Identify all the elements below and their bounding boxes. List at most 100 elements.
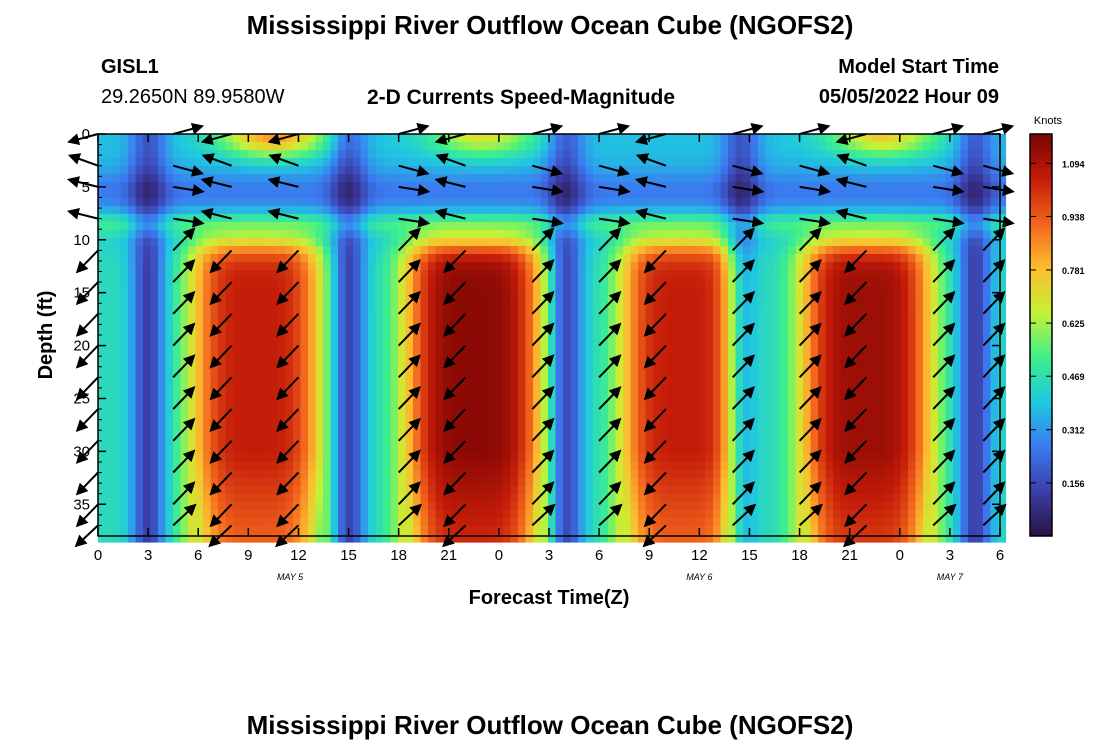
heatmap-cell [968,454,977,463]
heatmap-cell [788,238,797,247]
heatmap-cell [473,374,482,383]
heatmap-cell [998,398,1007,407]
heatmap-cell [720,270,729,279]
heatmap-cell [158,254,167,263]
heatmap-cell [480,230,489,239]
heatmap-cell [878,158,887,167]
heatmap-cell [780,350,789,359]
heatmap-cell [600,214,609,223]
heatmap-cell [233,182,242,191]
heatmap-cell [300,270,309,279]
heatmap-cell [360,350,369,359]
heatmap-cell [833,198,842,207]
heatmap-cell [120,158,129,167]
heatmap-cell [330,382,339,391]
heatmap-cell [278,198,287,207]
heatmap-cell [968,294,977,303]
heatmap-cell [218,214,227,223]
heatmap-cell [510,254,519,263]
heatmap-cell [585,358,594,367]
heatmap-cell [113,254,122,263]
heatmap-cell [345,222,354,231]
heatmap-cell [938,222,947,231]
heatmap-cell [630,214,639,223]
heatmap-cell [443,334,452,343]
heatmap-cell [765,334,774,343]
heatmap-cell [675,318,684,327]
heatmap-cell [593,174,602,183]
heatmap-cell [345,206,354,215]
heatmap-cell [368,302,377,311]
heatmap-cell [300,182,309,191]
heatmap-cell [705,342,714,351]
heatmap-cell [428,310,437,319]
heatmap-cell [630,230,639,239]
heatmap-cell [578,262,587,271]
heatmap-cell [615,286,624,295]
heatmap-cell [608,222,617,231]
heatmap-cell [915,406,924,415]
heatmap-cell [405,278,414,287]
heatmap-cell [345,134,354,143]
heatmap-cell [240,158,249,167]
heatmap-cell [150,158,159,167]
heatmap-cell [428,390,437,399]
heatmap-cell [390,174,399,183]
heatmap-cell [278,350,287,359]
heatmap-cell [315,302,324,311]
heatmap-cell [203,462,212,471]
heatmap-cell [720,222,729,231]
heatmap-cell [240,278,249,287]
heatmap-cell [143,414,152,423]
heatmap-cell [600,278,609,287]
heatmap-cell [173,446,182,455]
heatmap-cell [773,374,782,383]
heatmap-cell [143,254,152,263]
heatmap-cell [330,158,339,167]
heatmap-cell [600,414,609,423]
heatmap-cell [893,366,902,375]
heatmap-cell [98,262,107,271]
heatmap-cell [518,294,527,303]
heatmap-cell [465,134,474,143]
heatmap-cell [818,350,827,359]
heatmap-cell [878,398,887,407]
heatmap-cell [960,430,969,439]
heatmap-cell [668,454,677,463]
heatmap-cell [615,302,624,311]
heatmap-cell [420,350,429,359]
heatmap-cell [600,158,609,167]
heatmap-cell [780,366,789,375]
heatmap-cell [510,438,519,447]
heatmap-cell [975,246,984,255]
heatmap-cell [435,214,444,223]
heatmap-cell [473,238,482,247]
heatmap-cell [930,270,939,279]
heatmap-cell [840,270,849,279]
heatmap-cell [585,390,594,399]
heatmap-cell [938,398,947,407]
heatmap-cell [488,406,497,415]
heatmap-cell [248,462,257,471]
heatmap-cell [900,262,909,271]
heatmap-cell [240,462,249,471]
heatmap-cell [878,430,887,439]
heatmap-cell [750,238,759,247]
heatmap-cell [98,318,107,327]
heatmap-cell [495,302,504,311]
heatmap-cell [323,294,332,303]
heatmap-cell [960,398,969,407]
heatmap-cell [563,142,572,151]
heatmap-cell [195,230,204,239]
heatmap-cell [638,374,647,383]
heatmap-cell [150,422,159,431]
heatmap-cell [870,214,879,223]
heatmap-cell [990,286,999,295]
heatmap-cell [885,174,894,183]
heatmap-cell [758,150,767,159]
heatmap-cell [908,134,917,143]
heatmap-cell [480,246,489,255]
heatmap-cell [375,238,384,247]
heatmap-cell [113,374,122,383]
heatmap-cell [330,422,339,431]
